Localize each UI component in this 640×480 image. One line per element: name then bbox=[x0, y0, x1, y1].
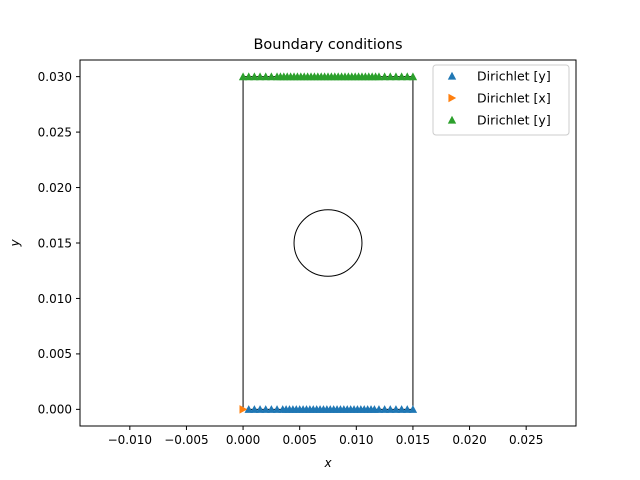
x-tick-label: 0.010 bbox=[339, 433, 373, 447]
series-2-point bbox=[386, 72, 395, 81]
series-0-point bbox=[267, 405, 276, 413]
series-2-point bbox=[374, 72, 384, 81]
y-tick-label: 0.015 bbox=[38, 236, 72, 250]
y-tick-label: 0.000 bbox=[38, 403, 72, 417]
series-2-point bbox=[391, 72, 401, 81]
series-2 bbox=[238, 72, 418, 81]
x-tick-label: 0.020 bbox=[452, 433, 486, 447]
hole-circle bbox=[293, 209, 363, 277]
x-tick-label: 0.000 bbox=[226, 433, 260, 447]
series-0-point bbox=[250, 405, 259, 413]
series-2-point bbox=[238, 72, 248, 81]
x-tick-label: 0.015 bbox=[396, 433, 430, 447]
x-tick-label: −0.005 bbox=[164, 433, 208, 447]
y-tick-label: 0.005 bbox=[38, 347, 72, 361]
legend-marker bbox=[447, 115, 457, 124]
y-axis-ticks: 0.000 0.005 0.010 0.015 0.020 0.025 0.030 bbox=[38, 70, 80, 417]
series-0-point bbox=[261, 405, 270, 413]
legend-marker bbox=[448, 93, 457, 103]
legend-label: Dirichlet [y] bbox=[477, 113, 551, 128]
series-0-point bbox=[255, 405, 265, 413]
x-axis-label: x bbox=[323, 456, 332, 470]
x-tick-label: 0.025 bbox=[509, 433, 543, 447]
legend-label: Dirichlet [y] bbox=[477, 69, 551, 84]
series-2-point bbox=[380, 72, 389, 81]
series-0-point bbox=[408, 405, 418, 413]
series-1 bbox=[239, 405, 248, 414]
legend-label: Dirichlet [x] bbox=[477, 91, 551, 106]
y-tick-label: 0.020 bbox=[38, 181, 72, 195]
series-0-point bbox=[391, 405, 401, 413]
x-axis-ticks: −0.010 −0.005 0.000 0.005 0.010 0.015 0.020 0.0… bbox=[108, 426, 543, 447]
series-0-point bbox=[380, 405, 389, 413]
series-0-point bbox=[403, 405, 412, 413]
series-0-point bbox=[244, 405, 253, 413]
x-tick-label: −0.010 bbox=[108, 433, 152, 447]
series-2-point bbox=[267, 72, 276, 81]
series-2-point bbox=[403, 72, 412, 81]
series-layer bbox=[238, 72, 418, 414]
chart-title: Boundary conditions bbox=[253, 37, 402, 53]
series-2-point bbox=[408, 72, 418, 81]
y-tick-label: 0.025 bbox=[38, 125, 72, 139]
legend-box bbox=[432, 64, 570, 136]
y-tick-label: 0.030 bbox=[38, 70, 72, 84]
series-1-point bbox=[239, 405, 248, 414]
series-0-point bbox=[272, 405, 282, 413]
legend: Dirichlet [y] Dirichlet [x] Dirichlet [y] bbox=[432, 64, 570, 136]
series-2-point bbox=[244, 72, 253, 81]
series-2-point bbox=[261, 72, 270, 81]
series-0-point bbox=[374, 405, 384, 413]
series-2-point bbox=[397, 72, 406, 81]
y-tick-label: 0.010 bbox=[38, 292, 72, 306]
series-0-point bbox=[386, 405, 395, 413]
legend-marker bbox=[447, 71, 457, 80]
series-0-point bbox=[397, 405, 406, 413]
x-tick-label: 0.005 bbox=[283, 433, 317, 447]
y-axis-label: y bbox=[8, 239, 22, 248]
series-2-point bbox=[255, 72, 265, 81]
series-2-point bbox=[250, 72, 259, 81]
series-0 bbox=[244, 405, 418, 413]
